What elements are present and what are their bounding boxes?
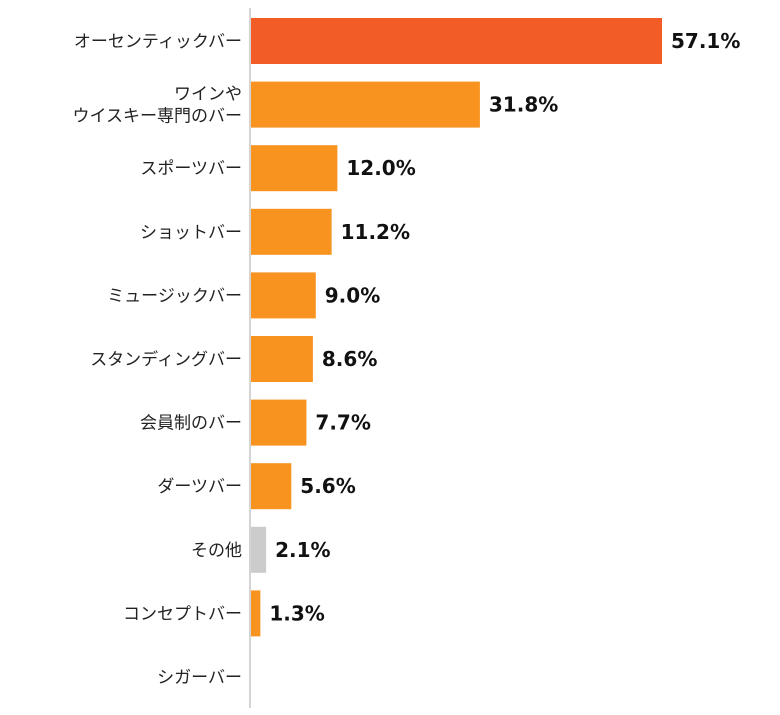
bar-3 (251, 208, 332, 255)
labels-group: オーセンティックバー 57.1% ワインやウイスキー専門のバー 31.8% スポーツバー… (73, 29, 741, 688)
value-label-3: 11.2% (341, 220, 410, 244)
category-label-7: ダーツバー (157, 477, 242, 497)
bar-9 (251, 590, 261, 637)
category-label-1: ワインやウイスキー専門のバー (73, 85, 243, 127)
bar-0 (251, 18, 662, 64)
value-label-4: 9.0% (325, 283, 380, 307)
bar-4 (251, 272, 316, 319)
bar-2 (251, 145, 338, 192)
category-label-6: 会員制のバー (140, 414, 242, 434)
bar-7 (251, 463, 292, 510)
category-label-3: ショットバー (140, 223, 242, 243)
category-label-9: コンセプトバー (123, 604, 242, 624)
bar-5 (251, 336, 313, 382)
category-label-2: スポーツバー (140, 159, 242, 179)
category-label-8: その他 (191, 541, 242, 561)
bar-1 (251, 81, 480, 128)
value-label-5: 8.6% (322, 347, 377, 371)
value-label-2: 12.0% (346, 156, 415, 180)
category-label-0: オーセンティックバー (74, 32, 242, 52)
value-label-1: 31.8% (489, 93, 558, 117)
value-label-7: 5.6% (300, 474, 355, 498)
category-label-10: シガーバー (157, 668, 242, 688)
value-label-8: 2.1% (275, 538, 330, 562)
category-label-5: スタンディングバー (90, 349, 242, 370)
value-label-9: 1.3% (269, 601, 324, 625)
value-label-0: 57.1% (671, 29, 740, 53)
bar-6 (251, 399, 307, 446)
bar-8 (251, 526, 267, 573)
value-label-6: 7.7% (315, 411, 370, 435)
bars-group (251, 18, 662, 637)
category-label-4: ミュージックバー (107, 286, 242, 306)
